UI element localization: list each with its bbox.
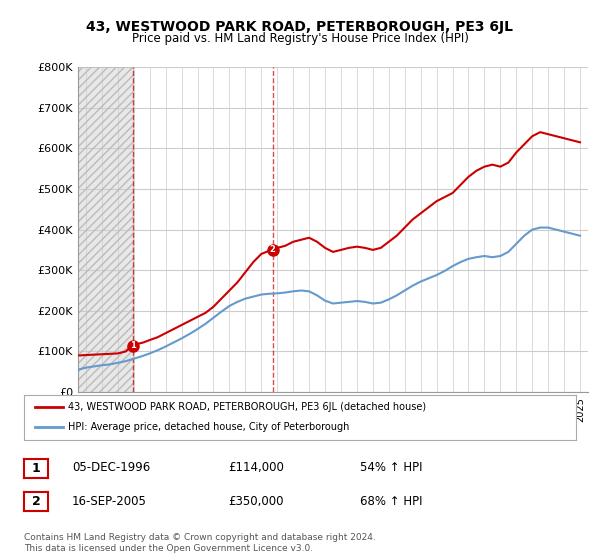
Text: Price paid vs. HM Land Registry's House Price Index (HPI): Price paid vs. HM Land Registry's House … [131, 32, 469, 45]
Text: 16-SEP-2005: 16-SEP-2005 [72, 494, 147, 508]
Text: 43, WESTWOOD PARK ROAD, PETERBOROUGH, PE3 6JL (detached house): 43, WESTWOOD PARK ROAD, PETERBOROUGH, PE… [68, 402, 426, 412]
Bar [78, 67, 133, 392]
Text: 1: 1 [32, 461, 40, 475]
Text: £350,000: £350,000 [228, 494, 284, 508]
Text: 68% ↑ HPI: 68% ↑ HPI [360, 494, 422, 508]
Text: HPI: Average price, detached house, City of Peterborough: HPI: Average price, detached house, City… [68, 422, 350, 432]
Text: 1: 1 [130, 341, 136, 350]
Text: 05-DEC-1996: 05-DEC-1996 [72, 461, 150, 474]
Text: 2: 2 [269, 245, 275, 254]
Text: 43, WESTWOOD PARK ROAD, PETERBOROUGH, PE3 6JL: 43, WESTWOOD PARK ROAD, PETERBOROUGH, PE… [86, 20, 514, 34]
Text: Contains HM Land Registry data © Crown copyright and database right 2024.
This d: Contains HM Land Registry data © Crown c… [24, 533, 376, 553]
Bar [78, 67, 133, 392]
Text: 54% ↑ HPI: 54% ↑ HPI [360, 461, 422, 474]
Text: £114,000: £114,000 [228, 461, 284, 474]
Text: 2: 2 [32, 495, 40, 508]
